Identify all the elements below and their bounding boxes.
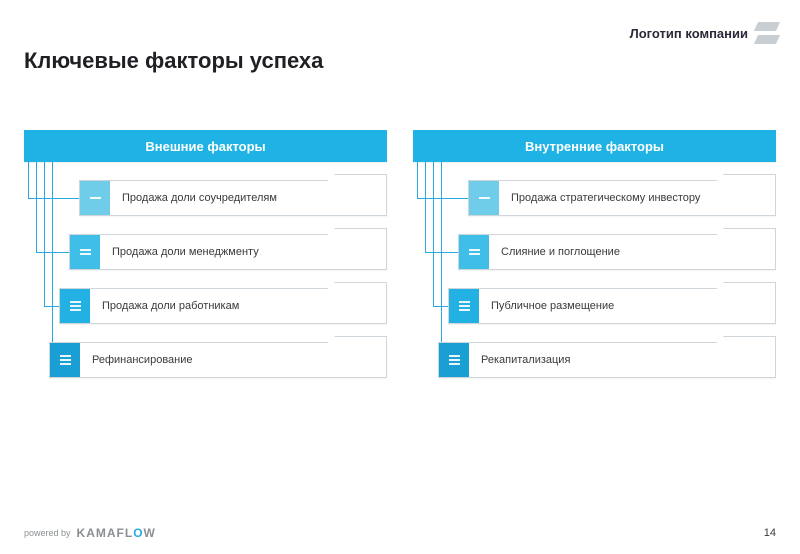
item-badge-icon — [469, 181, 499, 215]
factor-item: Рекапитализация — [438, 342, 776, 378]
item-badge-icon — [60, 289, 90, 323]
item-tab-decoration — [327, 174, 387, 181]
item-label: Рефинансирование — [80, 343, 386, 377]
item-label: Публичное размещение — [479, 289, 775, 323]
factor-item: Продажа доли работникам — [59, 288, 387, 324]
item-tab-decoration — [716, 174, 776, 181]
factor-item: Рефинансирование — [49, 342, 387, 378]
item-tab-decoration — [716, 336, 776, 343]
item-label: Продажа доли работникам — [90, 289, 386, 323]
connector-vertical — [36, 162, 37, 252]
item-badge-icon — [80, 181, 110, 215]
company-logo-text: Логотип компании — [630, 26, 748, 41]
powered-by: powered by KAMAFLOW — [24, 526, 156, 540]
connector-vertical — [52, 162, 53, 360]
item-badge-icon — [439, 343, 469, 377]
factor-item: Продажа стратегическому инвестору — [468, 180, 776, 216]
column-header: Внутренние факторы — [413, 130, 776, 162]
connector-vertical — [433, 162, 434, 306]
factor-column: Внешние факторы Продажа доли соучредителя… — [24, 130, 387, 396]
powered-by-label: powered by — [24, 528, 71, 538]
page-number: 14 — [764, 527, 776, 539]
connector-vertical — [417, 162, 418, 198]
item-badge-icon — [50, 343, 80, 377]
connector-vertical — [28, 162, 29, 198]
item-label: Продажа доли соучредителям — [110, 181, 386, 215]
item-tab-decoration — [327, 228, 387, 235]
factor-column: Внутренние факторы Продажа стратегическом… — [413, 130, 776, 396]
item-label: Рекапитализация — [469, 343, 775, 377]
brand-logo: KAMAFLOW — [77, 526, 156, 540]
factor-item: Продажа доли менеджменту — [69, 234, 387, 270]
item-tab-decoration — [327, 282, 387, 289]
company-logo-area: Логотип компании — [630, 22, 778, 44]
item-label: Продажа доли менеджменту — [100, 235, 386, 269]
item-tab-decoration — [716, 228, 776, 235]
factor-item: Продажа доли соучредителям — [79, 180, 387, 216]
columns-container: Внешние факторы Продажа доли соучредителя… — [24, 130, 776, 396]
item-badge-icon — [459, 235, 489, 269]
column-header: Внешние факторы — [24, 130, 387, 162]
item-tab-decoration — [327, 336, 387, 343]
item-badge-icon — [449, 289, 479, 323]
connector-vertical — [425, 162, 426, 252]
connector-vertical — [441, 162, 442, 360]
company-logo-icon — [756, 22, 778, 44]
item-badge-icon — [70, 235, 100, 269]
connector-vertical — [44, 162, 45, 306]
footer: powered by KAMAFLOW 14 — [24, 526, 776, 540]
factor-item: Публичное размещение — [448, 288, 776, 324]
item-tab-decoration — [716, 282, 776, 289]
item-label: Продажа стратегическому инвестору — [499, 181, 775, 215]
page-title: Ключевые факторы успеха — [24, 48, 323, 74]
factor-item: Слияние и поглощение — [458, 234, 776, 270]
item-label: Слияние и поглощение — [489, 235, 775, 269]
